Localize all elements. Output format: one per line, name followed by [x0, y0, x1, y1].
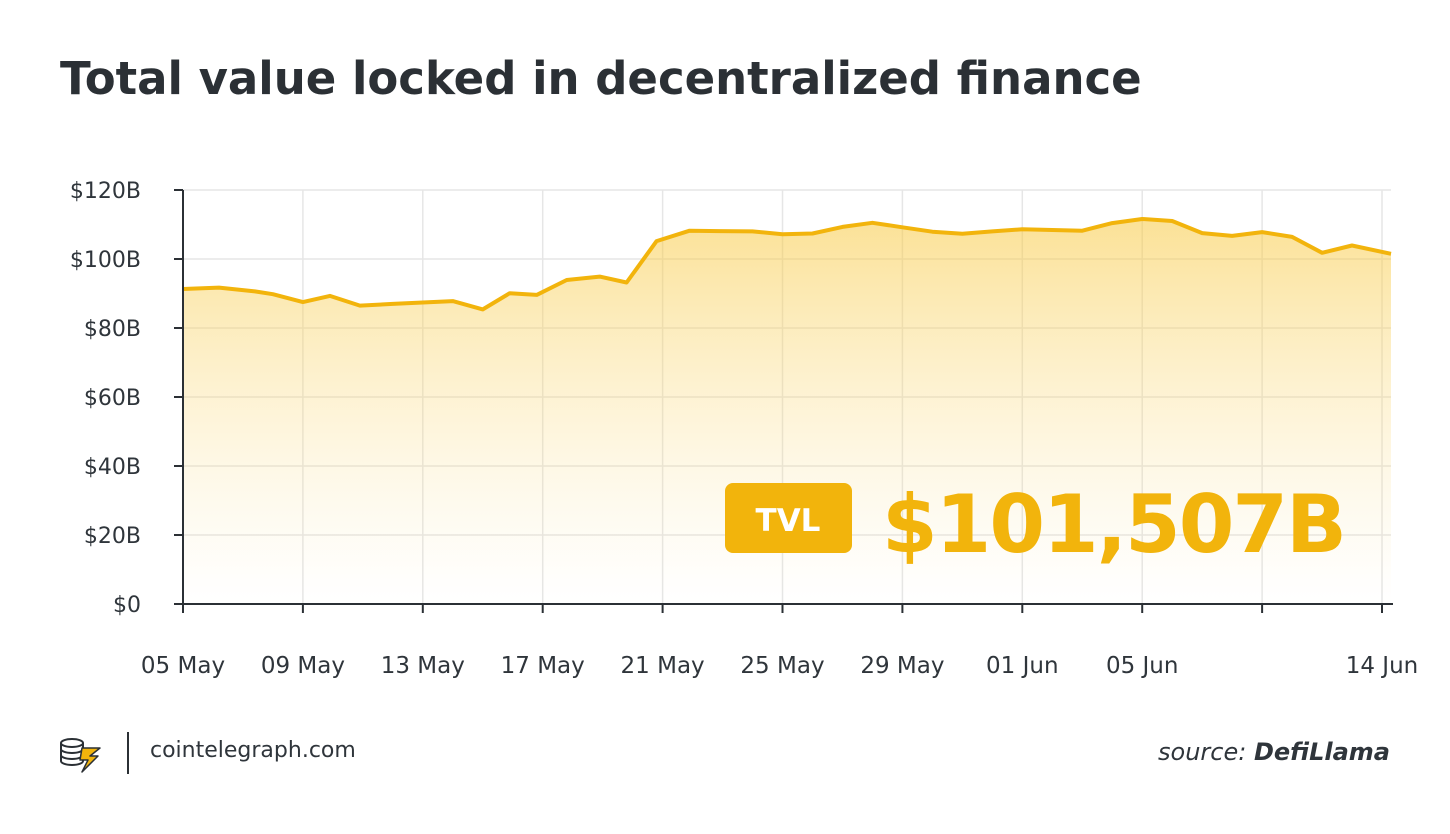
tvl-badge — [725, 483, 852, 553]
chart-title: Total value locked in decentralized fina… — [60, 52, 1142, 105]
x-tick-label: 21 May — [621, 653, 705, 679]
x-tick-label: 05 Jun — [1106, 653, 1179, 679]
x-tick-label: 29 May — [860, 653, 944, 679]
y-tick-label: $40B — [84, 455, 141, 480]
source-prefix: source: — [1158, 738, 1254, 766]
tvl-line — [182, 217, 1392, 312]
y-tick-label: $100B — [70, 248, 141, 273]
footer-divider — [127, 732, 129, 774]
x-tick-label: 25 May — [740, 653, 824, 679]
x-tick-label: 13 May — [381, 653, 465, 679]
y-tick-label: $80B — [84, 317, 141, 342]
x-tick-labels: 05 May 09 May 13 May 17 May 21 May 25 May 29 M… — [141, 653, 1418, 679]
x-tick-label: 09 May — [261, 653, 345, 679]
y-tick-label: $0 — [113, 593, 141, 618]
x-tick-label: 01 Jun — [986, 653, 1059, 679]
x-tick-label: 17 May — [501, 653, 585, 679]
y-tick-label: $20B — [84, 524, 141, 549]
tvl-value: $101,507B — [882, 478, 1345, 571]
tvl-area — [183, 219, 1391, 604]
tvl-badge-label: TVL — [756, 503, 821, 539]
x-tick-label: 05 May — [141, 653, 225, 679]
footer-site-name: cointelegraph.com — [150, 738, 356, 763]
source-name: DefiLlama — [1253, 738, 1390, 766]
axes — [174, 189, 1393, 613]
footer-source: source: DefiLlama — [1158, 738, 1390, 766]
tvl-highlight: TVL $101,507B — [725, 478, 1347, 571]
x-tick-label: 14 Jun — [1346, 653, 1419, 679]
y-tick-label: $60B — [84, 386, 141, 411]
y-tick-label: $120B — [70, 179, 141, 204]
cointelegraph-logo-icon — [60, 738, 101, 773]
y-tick-labels: $0 $20B $40B $60B $80B $100B $120B — [70, 179, 141, 618]
